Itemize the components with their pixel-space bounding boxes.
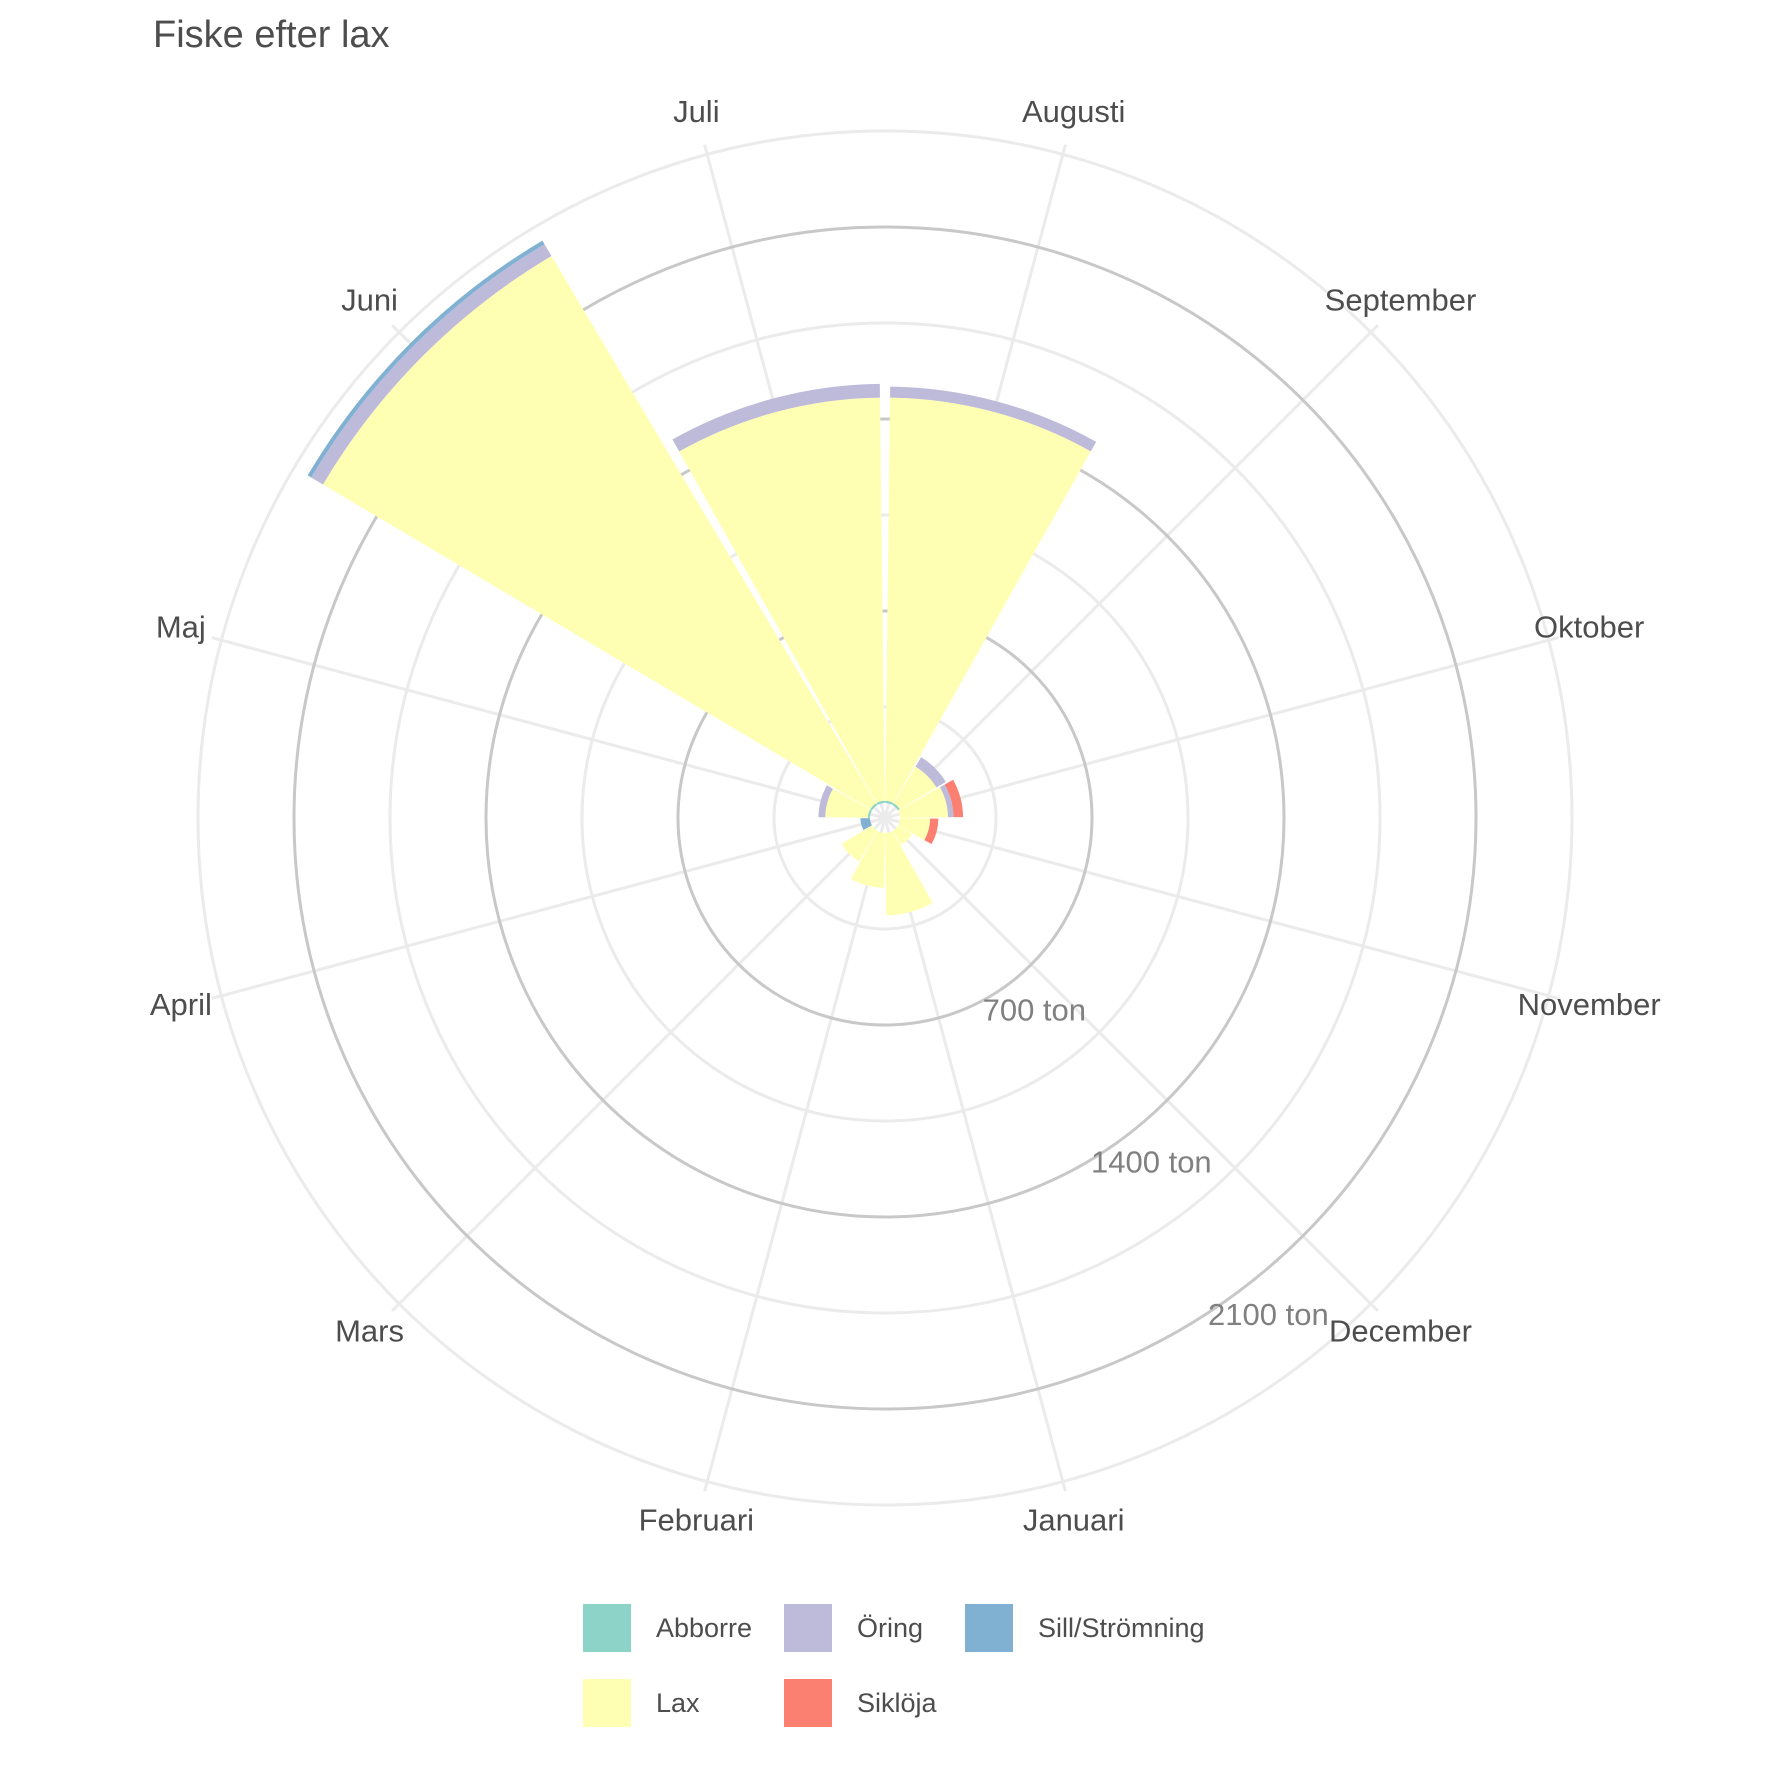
- grid-circle-minor: [196, 129, 1574, 1507]
- grid-circle-major: [676, 609, 1094, 1027]
- grid-spoke: [211, 636, 886, 820]
- grid-spoke: [884, 636, 1559, 820]
- month-label-augusti: Augusti: [1022, 94, 1125, 129]
- grid-circle-minor: [388, 321, 1382, 1315]
- bar-ring-4: [818, 785, 833, 818]
- month-label-mars: Mars: [335, 1314, 404, 1349]
- legend-swatch-lax: [583, 1679, 631, 1727]
- bar-abborre-4: [867, 809, 872, 818]
- month-label-november: November: [1518, 987, 1661, 1022]
- legend-swatch-abborre: [583, 1604, 631, 1652]
- radial-break-label: 2100 ton: [1208, 1297, 1329, 1332]
- month-label-maj: Maj: [156, 610, 206, 645]
- bar-lax-5: [322, 255, 877, 810]
- legend-label-abborre: Abborre: [656, 1612, 753, 1643]
- bar-abborre-8: [892, 803, 900, 811]
- bar-siklja-9: [944, 779, 964, 818]
- bar-abborre-5: [870, 803, 878, 811]
- bar-sillstrmning-3: [860, 818, 872, 831]
- month-label-januari: Januari: [1023, 1502, 1125, 1537]
- month-label-februari: Februari: [639, 1502, 754, 1537]
- bar-lax-11: [892, 825, 913, 846]
- legend-label-oring: Öring: [857, 1612, 924, 1643]
- grid-spoke: [703, 817, 887, 1492]
- grid-circle-major: [484, 417, 1286, 1219]
- bar-lax-2: [841, 825, 878, 862]
- grid-spoke: [884, 816, 1559, 1000]
- month-label-april: April: [150, 987, 212, 1022]
- grid-spoke: [883, 816, 1379, 1312]
- legend-label-sill-stromming: Sill/Strömning: [1038, 1612, 1205, 1643]
- grid-spoke: [391, 816, 887, 1312]
- bar-abborre-7: [885, 800, 894, 805]
- bar-ring-7: [890, 386, 1097, 452]
- bar-lax-8: [893, 766, 937, 810]
- bar-lax-9: [898, 787, 948, 818]
- month-label-oktober: Oktober: [1534, 610, 1644, 645]
- legend-label-sikloja: Siklöja: [857, 1687, 937, 1718]
- grid-circle-minor: [580, 513, 1190, 1123]
- legend-item-sikloja: Siklöja: [784, 1678, 937, 1728]
- legend: Abborre Öring Sill/Strömning Lax Siklöja: [583, 1603, 1263, 1743]
- legend-swatch-oring: [784, 1604, 832, 1652]
- grid-spoke: [883, 817, 1067, 1492]
- grid-spoke: [211, 816, 886, 1000]
- bar-lax-6: [679, 397, 885, 804]
- month-label-juni: Juni: [341, 283, 398, 318]
- grid-circle-major: [292, 225, 1478, 1411]
- bar-ring-6: [672, 383, 880, 452]
- bar-lax-7: [885, 397, 1091, 804]
- bar-siklja-10: [924, 818, 939, 845]
- bar-ring-5: [311, 244, 552, 485]
- bar-lax-1: [850, 831, 885, 888]
- legend-item-oring: Öring: [784, 1603, 923, 1653]
- bar-ring-8: [915, 757, 946, 788]
- radial-break-label: 1400 ton: [1091, 1145, 1212, 1180]
- legend-item-sill-stromming: Sill/Strömning: [965, 1603, 1205, 1653]
- month-label-december: December: [1329, 1314, 1472, 1349]
- legend-label-lax: Lax: [656, 1687, 700, 1718]
- bar-lax-0: [885, 831, 933, 916]
- grid-spoke: [883, 324, 1379, 820]
- legend-swatch-sill-stromming: [965, 1604, 1013, 1652]
- radial-break-label: 700 ton: [983, 992, 1086, 1027]
- chart-title: Fiske efter lax: [153, 14, 390, 56]
- legend-item-lax: Lax: [583, 1678, 700, 1728]
- bar-lax-10: [898, 818, 931, 841]
- bar-lax-4: [825, 788, 871, 818]
- bar-ring-9: [939, 784, 954, 818]
- month-label-juli: Juli: [673, 94, 720, 129]
- legend-swatch-sikloja: [784, 1679, 832, 1727]
- month-label-september: September: [1325, 283, 1477, 318]
- legend-item-abborre: Abborre: [583, 1603, 752, 1653]
- grid-circle-minor: [772, 705, 998, 931]
- bar-abborre-6: [876, 800, 885, 805]
